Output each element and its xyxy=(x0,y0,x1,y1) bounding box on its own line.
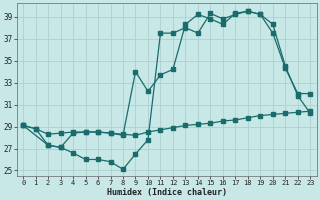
X-axis label: Humidex (Indice chaleur): Humidex (Indice chaleur) xyxy=(107,188,227,197)
